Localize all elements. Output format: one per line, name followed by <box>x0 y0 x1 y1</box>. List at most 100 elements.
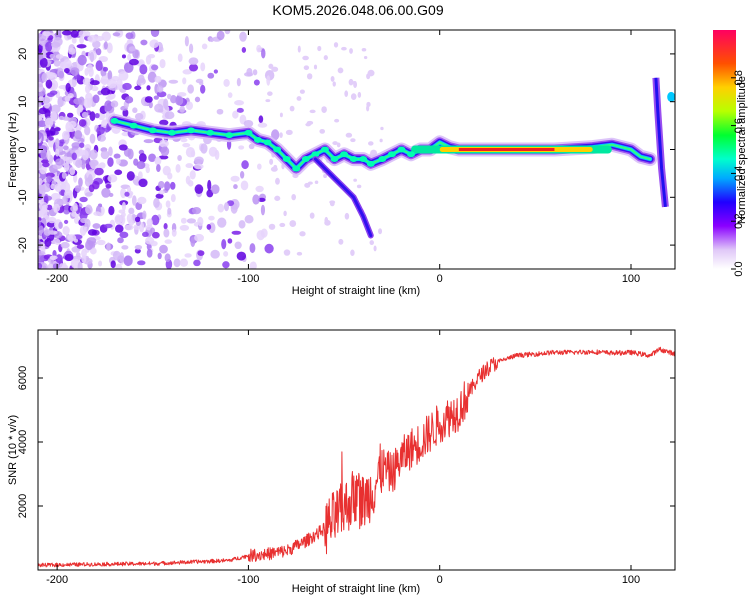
noise-blob <box>38 239 42 249</box>
noise-blob <box>145 166 150 174</box>
snr-x-label: Height of straight line (km) <box>292 583 420 595</box>
noise-blob <box>188 43 194 54</box>
noise-blob <box>142 231 149 238</box>
noise-blob <box>168 79 179 84</box>
noise-blob <box>193 163 204 170</box>
colorbar-ticks: 0.0 0.2 0.4 0.6 0.8 <box>731 70 745 277</box>
noise-blob <box>38 131 42 140</box>
noise-blob <box>94 113 100 119</box>
trace-blob <box>359 156 368 163</box>
noise-blob <box>73 216 80 224</box>
noise-blob <box>216 30 225 41</box>
noise-blob <box>128 46 136 52</box>
noise-blob <box>227 238 233 244</box>
snr-y-label: SNR (10 * v/v) <box>7 415 19 485</box>
noise-blob <box>257 122 268 128</box>
noise-blob <box>160 146 170 157</box>
trace-blob <box>378 156 387 163</box>
trace-blob <box>225 132 234 139</box>
trace-blob <box>167 129 176 136</box>
noise-blob <box>52 263 60 269</box>
noise-blob <box>151 64 159 71</box>
noise-blob <box>145 55 152 65</box>
noise-blob <box>98 260 103 267</box>
noise-blob <box>89 51 95 63</box>
noise-blob <box>227 92 233 98</box>
noise-blob <box>366 73 371 80</box>
noise-blob <box>334 118 340 123</box>
trace-blob <box>366 160 375 167</box>
noise-blob <box>106 42 113 54</box>
noise-blob <box>114 169 123 176</box>
noise-blob <box>127 148 134 160</box>
noise-blob <box>38 107 48 115</box>
x-tick-label: 0 <box>437 273 443 285</box>
noise-blob <box>179 224 190 231</box>
noise-blob <box>101 31 112 42</box>
noise-blob <box>61 30 72 36</box>
noise-blob <box>81 255 87 264</box>
noise-blob <box>119 215 124 222</box>
noise-blob <box>127 186 132 193</box>
trace-blob <box>349 156 358 163</box>
noise-blob <box>236 251 247 261</box>
noise-blob <box>268 63 274 69</box>
noise-blob <box>209 37 214 43</box>
noise-blob <box>151 214 160 226</box>
trace-blob <box>129 122 138 129</box>
noise-blob <box>62 116 71 121</box>
noise-blob <box>78 119 87 127</box>
noise-blob <box>78 177 83 188</box>
noise-blob <box>273 164 278 170</box>
noise-blob <box>309 109 316 114</box>
noise-blob <box>190 150 196 158</box>
x-tick-label: 100 <box>622 574 640 586</box>
noise-blob <box>67 93 74 99</box>
noise-blob <box>257 163 262 170</box>
noise-blob <box>129 58 139 66</box>
noise-blob <box>72 202 78 211</box>
noise-blob <box>84 31 91 37</box>
snr-x-ticks: -200 -100 0 100 <box>46 330 640 586</box>
noise-blob <box>46 92 55 97</box>
noise-blob <box>303 65 310 71</box>
noise-blob <box>142 210 147 220</box>
noise-blob <box>267 91 273 96</box>
noise-blob <box>77 54 87 66</box>
noise-blob <box>163 223 168 230</box>
noise-blob <box>255 185 264 193</box>
noise-blob <box>108 146 113 157</box>
noise-blob <box>41 182 52 193</box>
noise-blob <box>55 138 60 148</box>
noise-blob <box>126 213 133 224</box>
noise-blob <box>125 32 134 40</box>
noise-blob <box>62 226 70 236</box>
noise-blob <box>41 96 51 104</box>
y-tick-label: -10 <box>17 189 29 205</box>
noise-blob <box>46 149 51 160</box>
noise-blob <box>104 223 113 229</box>
noise-blob <box>121 201 126 211</box>
noise-blob <box>81 149 89 161</box>
noise-blob <box>60 241 70 249</box>
noise-blob <box>348 78 354 86</box>
noise-blob <box>137 171 143 180</box>
noise-blob <box>38 35 46 46</box>
noise-blob <box>89 149 98 160</box>
noise-blob <box>253 79 260 86</box>
noise-blob <box>105 184 112 189</box>
trace-blob <box>244 129 253 136</box>
noise-blob <box>232 110 239 119</box>
noise-blob <box>275 177 280 185</box>
noise-blob <box>234 100 245 106</box>
noise-blob <box>64 253 74 262</box>
noise-blob <box>158 180 165 189</box>
noise-blob <box>208 215 215 221</box>
noise-blob <box>102 66 109 72</box>
noise-blob <box>241 160 249 170</box>
noise-blob <box>50 111 58 122</box>
noise-blob <box>113 153 121 159</box>
noise-blob <box>167 93 172 100</box>
noise-blob <box>154 156 162 166</box>
